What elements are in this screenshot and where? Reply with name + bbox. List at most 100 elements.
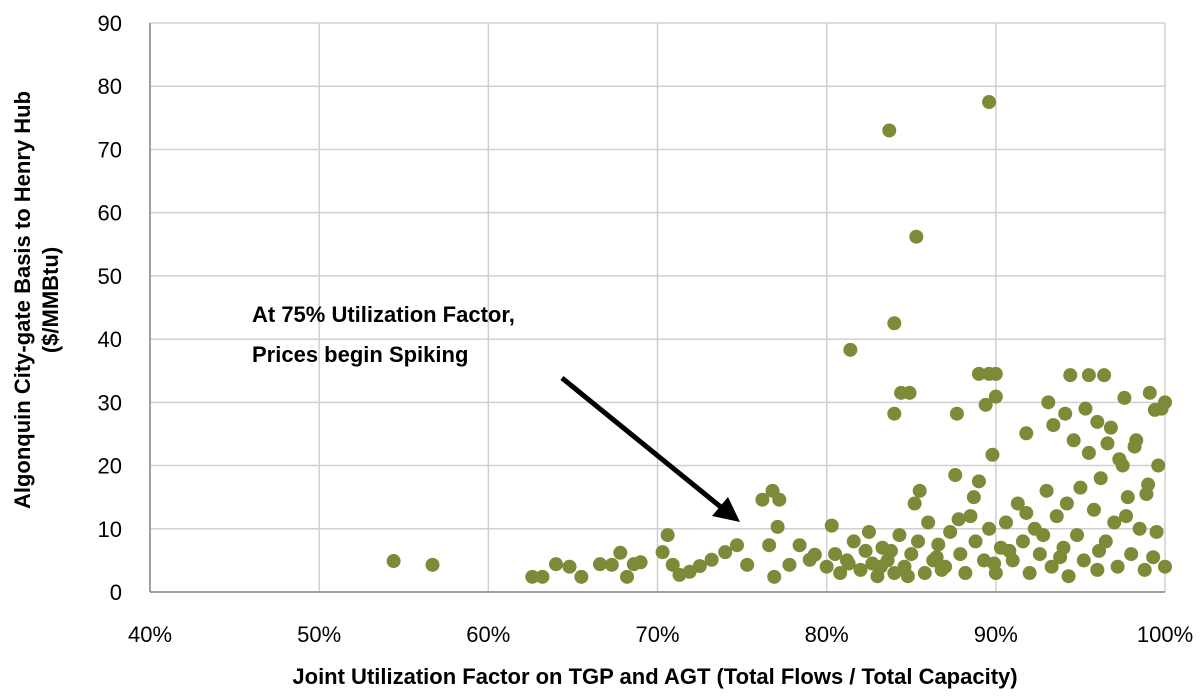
point (562, 559, 577, 574)
y-tick-label: 20 (98, 454, 122, 479)
point (998, 515, 1013, 530)
point (882, 123, 897, 138)
point (772, 492, 787, 507)
point (807, 547, 822, 562)
point (892, 528, 907, 543)
x-axis-title: Joint Utilization Factor on TGP and AGT … (292, 664, 1017, 689)
point (682, 564, 697, 579)
y-axis-title: Algonquin City-gate Basis to Henry Hub (10, 91, 35, 509)
point (1092, 543, 1107, 558)
point (968, 534, 983, 549)
point (943, 524, 958, 539)
point (1044, 559, 1059, 574)
arrow-head (712, 497, 740, 522)
y-tick-label: 50 (98, 264, 122, 289)
points (386, 95, 1172, 584)
point (1112, 452, 1127, 467)
x-tick-label: 90% (974, 622, 1018, 647)
point (887, 406, 902, 421)
arrow (560, 376, 724, 510)
point (971, 366, 986, 381)
point (900, 569, 915, 584)
point (1081, 368, 1096, 383)
point (1120, 490, 1135, 505)
point (971, 474, 986, 489)
point (740, 557, 755, 572)
point (767, 569, 782, 584)
point (692, 559, 707, 574)
point (978, 397, 993, 412)
y-tick-label: 0 (110, 580, 122, 605)
x-tick-label: 100% (1137, 622, 1193, 647)
point (1146, 550, 1161, 565)
point (604, 557, 619, 572)
point (525, 569, 540, 584)
point (912, 483, 927, 498)
point (887, 316, 902, 331)
point (613, 545, 628, 560)
y-tick-label: 80 (98, 74, 122, 99)
point (1151, 458, 1166, 473)
point (929, 550, 944, 565)
point (833, 566, 848, 581)
point (1081, 445, 1096, 460)
point (1041, 395, 1056, 410)
point (755, 492, 770, 507)
point (887, 566, 902, 581)
point (770, 519, 785, 534)
point (665, 557, 680, 572)
point (620, 569, 635, 584)
point (633, 555, 648, 570)
point (824, 518, 839, 533)
point (841, 556, 856, 571)
point (1073, 480, 1088, 495)
point (987, 556, 1002, 571)
point (1066, 433, 1081, 448)
point (1059, 496, 1074, 511)
y-tick-label: 30 (98, 390, 122, 415)
point (1053, 550, 1068, 565)
point (883, 543, 898, 558)
point (1039, 483, 1054, 498)
point (1002, 543, 1017, 558)
point (902, 385, 917, 400)
point (762, 538, 777, 553)
x-tick-label: 50% (297, 622, 341, 647)
point (1093, 471, 1108, 486)
point (861, 524, 876, 539)
point (911, 534, 926, 549)
point (1090, 414, 1105, 429)
point (1022, 566, 1037, 581)
y-tick-label: 70 (98, 137, 122, 162)
point (1097, 368, 1112, 383)
point (386, 554, 401, 569)
point (853, 562, 868, 577)
point (1132, 521, 1147, 536)
point (592, 557, 607, 572)
point (1110, 559, 1125, 574)
y-tick-label: 10 (98, 517, 122, 542)
point (1078, 401, 1093, 416)
point (1158, 559, 1172, 574)
point (425, 557, 440, 572)
point (1158, 395, 1172, 410)
point (949, 406, 964, 421)
point (1063, 368, 1078, 383)
point (1142, 385, 1157, 400)
x-tick-label: 60% (466, 622, 510, 647)
point (1070, 528, 1085, 543)
point (1019, 426, 1034, 441)
point (1032, 547, 1047, 562)
point (1049, 509, 1064, 524)
point (1076, 553, 1091, 568)
point (549, 557, 563, 572)
point (1149, 524, 1164, 539)
point (782, 557, 797, 572)
point (1058, 406, 1073, 421)
point (1036, 528, 1051, 543)
point (1015, 534, 1030, 549)
point (951, 512, 966, 527)
point (730, 538, 745, 553)
point (660, 528, 675, 543)
